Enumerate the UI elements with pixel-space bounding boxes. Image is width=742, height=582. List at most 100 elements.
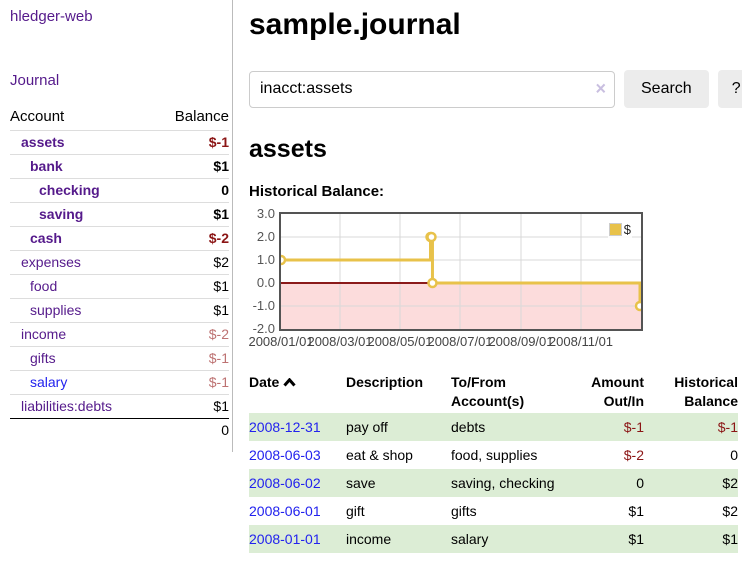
account-balance: $2	[213, 254, 229, 270]
transaction-date-link[interactable]: 2008-06-02	[249, 475, 321, 491]
account-link-liabilities-debts[interactable]: liabilities:debts	[21, 398, 113, 414]
y-axis-tick-label: 2.0	[256, 229, 275, 244]
transaction-accounts: food, supplies	[451, 447, 538, 463]
account-balance: $1	[213, 398, 229, 414]
account-link-bank[interactable]: bank	[30, 158, 63, 174]
accounts-total: 0	[221, 422, 229, 438]
account-row: saving $1	[10, 202, 229, 227]
account-row: income $-2	[10, 322, 229, 347]
account-row: supplies $1	[10, 298, 229, 323]
account-balance: $1	[213, 278, 229, 294]
accounts-header-balance: Balance	[174, 108, 229, 125]
accounts-total-row: 0	[10, 418, 229, 443]
y-axis-tick-label: 0.0	[256, 275, 275, 290]
account-balance: $1	[213, 206, 229, 222]
y-axis-tick-label: 1.0	[256, 252, 275, 267]
legend-label: $	[623, 222, 631, 237]
account-link-income[interactable]: income	[21, 326, 67, 342]
account-balance: $-1	[208, 350, 229, 366]
search-input-wrap: ×	[249, 70, 615, 108]
account-row: expenses $2	[10, 250, 229, 275]
account-link-cash[interactable]: cash	[30, 230, 62, 246]
chart-plot-svg	[281, 214, 641, 329]
register-header-date[interactable]: Date	[249, 371, 346, 413]
transaction-accounts: debts	[451, 413, 561, 441]
transaction-amount: $-1	[561, 413, 644, 441]
register-table: Date Description To/From Account(s) Amou…	[249, 371, 738, 553]
accounts-header-account: Account	[10, 108, 65, 125]
chart-legend: $	[607, 221, 632, 238]
register-header-row: Date Description To/From Account(s) Amou…	[249, 371, 738, 413]
account-link-expenses[interactable]: expenses	[21, 254, 81, 270]
x-axis-tick-label: 2008/03/01	[307, 334, 373, 349]
transaction-date-link[interactable]: 2008-06-03	[249, 447, 321, 463]
y-axis-tick-label: 3.0	[256, 206, 275, 221]
transaction-row: 2008-01-01 income salary $1 $1	[249, 525, 738, 553]
historical-balance-chart: $ 3.0 2.0 1.0 0.0 -1.0 -2.0 2008/01/01 2008/03/…	[248, 207, 659, 355]
account-link-supplies[interactable]: supplies	[30, 302, 82, 318]
sidebar-item-journal[interactable]: Journal	[10, 72, 60, 89]
transaction-amount: 0	[561, 469, 644, 497]
account-row: cash $-2	[10, 226, 229, 251]
transaction-row: 2008-06-01 gift gifts $1 $2	[249, 497, 738, 525]
search-input[interactable]	[249, 70, 615, 108]
help-button[interactable]: ?	[717, 70, 742, 108]
transaction-accounts: salary	[451, 525, 561, 553]
account-row: gifts $-1	[10, 346, 229, 371]
account-link-salary[interactable]: salary	[30, 374, 68, 390]
transaction-row: 2008-06-03 eat & shop food, supplies $-2…	[249, 441, 738, 469]
transaction-description: gift	[346, 503, 365, 519]
transaction-balance: $2	[722, 503, 738, 519]
account-row: assets $-1	[10, 130, 229, 155]
x-axis-tick-label: 2008/11/01	[548, 334, 614, 349]
x-axis-tick-label: 2008/01/01	[248, 334, 314, 349]
transaction-date-link[interactable]: 2008-12-31	[249, 419, 321, 435]
main-content: sample.journal × Search ? assets Histori…	[233, 0, 742, 553]
x-axis-tick-label: 2008/05/01	[367, 334, 433, 349]
account-row: salary $-1	[10, 370, 229, 395]
account-link-gifts[interactable]: gifts	[30, 350, 56, 366]
transaction-balance: 0	[730, 447, 738, 463]
transaction-accounts: gifts	[451, 503, 477, 519]
account-row: food $1	[10, 274, 229, 299]
account-link-checking[interactable]: checking	[39, 182, 100, 198]
register-header-description: Description	[346, 374, 424, 390]
clear-search-icon[interactable]: ×	[595, 78, 606, 99]
search-button[interactable]: Search	[624, 70, 709, 108]
account-balance: $-1	[208, 134, 229, 150]
transaction-row: 2008-06-02 save saving, checking 0 $2	[249, 469, 738, 497]
transaction-description: save	[346, 469, 451, 497]
account-link-assets[interactable]: assets	[21, 134, 65, 150]
y-axis-tick-label: -1.0	[252, 298, 275, 313]
register-header-balance: Historical Balance	[674, 374, 738, 409]
transaction-row: 2008-12-31 pay off debts $-1 $-1	[249, 413, 738, 441]
transaction-date-link[interactable]: 2008-01-01	[249, 531, 321, 547]
transaction-amount: $-2	[623, 447, 644, 463]
chart-title: Historical Balance:	[249, 183, 385, 200]
account-balance: $1	[213, 302, 229, 318]
x-axis-tick-label: 2008/07/01	[427, 334, 493, 349]
accounts-header-row: Account Balance	[10, 104, 229, 131]
transaction-balance: $1	[644, 525, 738, 553]
register-header-accounts: To/From Account(s)	[451, 374, 525, 409]
transaction-amount: $1	[628, 503, 644, 519]
transaction-description: eat & shop	[346, 447, 413, 463]
account-balance: $-2	[208, 326, 229, 342]
account-heading: assets	[249, 135, 327, 163]
y-axis-tick-label: -2.0	[252, 321, 275, 336]
page: hledger-web Journal Account Balance asse…	[0, 0, 742, 553]
transaction-date-link[interactable]: 2008-06-01	[249, 503, 321, 519]
transaction-description: income	[346, 525, 451, 553]
account-row: bank $1	[10, 154, 229, 179]
account-balance: $-1	[208, 374, 229, 390]
legend-swatch-icon	[608, 223, 622, 236]
brand-link[interactable]: hledger-web	[10, 8, 93, 25]
account-link-food[interactable]: food	[30, 278, 58, 294]
transaction-accounts: saving, checking	[451, 469, 561, 497]
transaction-description: pay off	[346, 413, 451, 441]
sort-asc-icon	[283, 373, 296, 392]
account-link-saving[interactable]: saving	[39, 206, 84, 222]
accounts-table: Account Balance assets $-1 bank $1 check…	[10, 104, 229, 442]
register-header-amount: Amount Out/In	[591, 374, 644, 409]
sidebar: hledger-web Journal Account Balance asse…	[0, 0, 233, 452]
